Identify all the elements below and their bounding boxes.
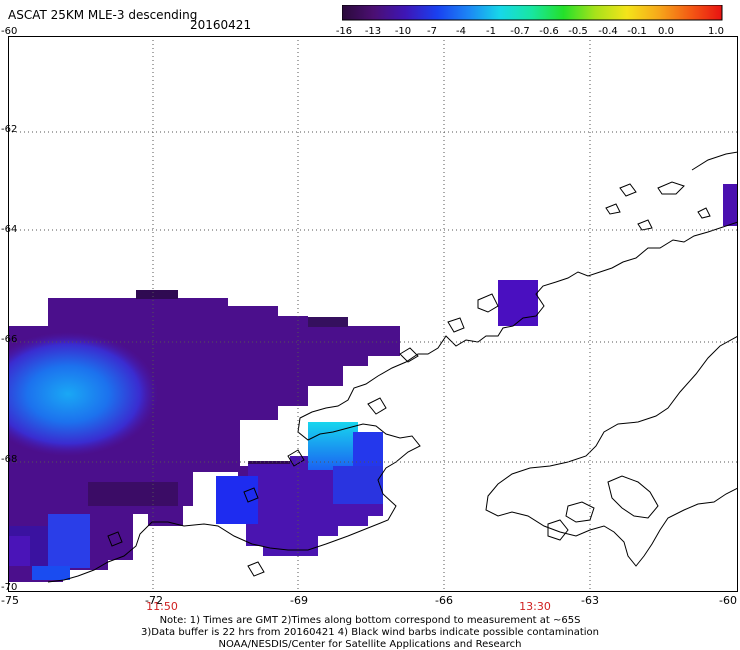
high-wind-region — [8, 332, 158, 456]
lat-label: -66 — [1, 334, 18, 345]
colorbar-label: -1 — [486, 26, 496, 37]
colorbar-label: -0.6 — [539, 26, 559, 37]
note-line-2: 3)Data buffer is 22 hrs from 20160421 4)… — [141, 627, 599, 638]
lon-label: -69 — [290, 594, 308, 607]
lat-label: -62 — [1, 124, 18, 135]
lat-label: -64 — [1, 224, 18, 235]
swath-blue-lower-left — [8, 514, 90, 580]
note-line-1: Note: 1) Times are GMT 2)Times along bot… — [159, 615, 581, 626]
map-frame — [8, 36, 738, 592]
colorbar-label: -13 — [364, 26, 382, 37]
map-date: 20160421 — [190, 18, 252, 32]
colorbar-label: -0.7 — [510, 26, 530, 37]
lon-label: -63 — [581, 594, 599, 607]
map-title: ASCAT 25KM MLE-3 descending — [8, 8, 198, 22]
colorbar-label: 0.0 — [658, 26, 674, 37]
lat-label: -68 — [1, 454, 18, 465]
swath-isolated-cell — [498, 280, 538, 326]
lat-label: -60 — [1, 26, 18, 37]
swath-edge-cell — [723, 184, 738, 226]
colorbar-label: -0.1 — [627, 26, 647, 37]
time-label: 13:30 — [519, 600, 551, 613]
colorbar-label: -4 — [456, 26, 466, 37]
colorbar-label: -0.4 — [598, 26, 618, 37]
colorbar-label: -10 — [394, 26, 412, 37]
colorbar-label: -0.5 — [568, 26, 588, 37]
coastline — [47, 151, 738, 583]
note-line-3: NOAA/NESDIS/Center for Satellite Applica… — [218, 639, 522, 650]
colorbar — [342, 5, 723, 21]
graticule — [8, 36, 738, 592]
colorbar-gradient — [342, 5, 723, 21]
time-label: 11:50 — [146, 600, 178, 613]
colorbar-label: -16 — [335, 26, 353, 37]
colorbar-label: -7 — [427, 26, 437, 37]
lon-label: -66 — [435, 594, 453, 607]
lon-label: -72 — [145, 594, 163, 607]
wind-map — [8, 36, 738, 592]
lat-label: -70 — [1, 582, 18, 593]
swath-lower-center — [216, 422, 383, 556]
lon-label: -60 — [719, 594, 737, 607]
lon-label: -75 — [1, 594, 19, 607]
colorbar-label: 1.0 — [708, 26, 724, 37]
